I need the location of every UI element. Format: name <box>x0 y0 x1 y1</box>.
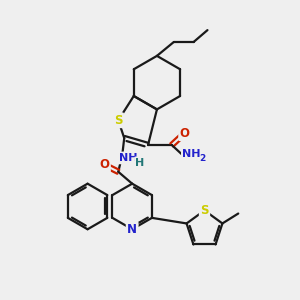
Text: NH: NH <box>119 153 137 163</box>
Text: S: S <box>114 114 122 127</box>
Text: S: S <box>200 204 209 217</box>
Text: O: O <box>99 158 110 171</box>
Text: H: H <box>136 158 145 168</box>
Text: O: O <box>180 127 190 140</box>
Text: NH: NH <box>182 149 201 159</box>
Text: 2: 2 <box>200 154 206 164</box>
Text: N: N <box>127 223 137 236</box>
